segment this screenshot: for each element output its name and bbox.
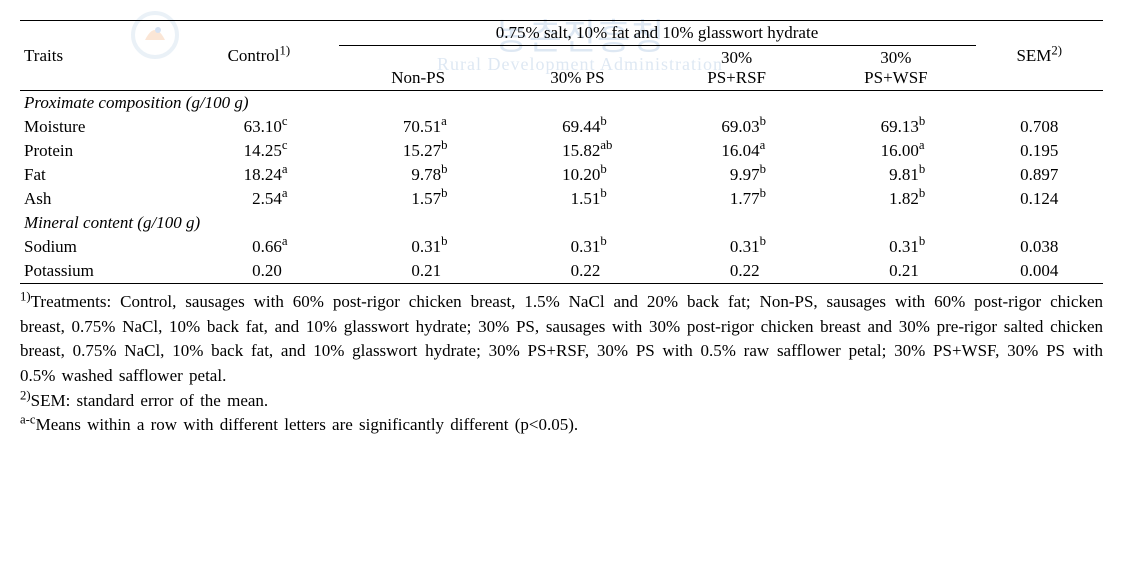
table-cell: 0.21 — [816, 259, 975, 284]
table-cell: 0.22 — [498, 259, 657, 284]
table-cell: 15.27b — [339, 139, 498, 163]
table-cell: 9.97b — [657, 163, 816, 187]
header-control-text: Control — [228, 46, 280, 65]
trait-label: Potassium — [20, 259, 179, 284]
header-col-2: 30%PS+RSF — [657, 46, 816, 91]
sem-cell: 0.897 — [976, 163, 1103, 187]
table-cell: 0.31b — [657, 235, 816, 259]
table-cell: 9.81b — [816, 163, 975, 187]
sem-cell: 0.708 — [976, 115, 1103, 139]
table-cell: 1.82b — [816, 187, 975, 211]
table-cell: 0.31b — [816, 235, 975, 259]
table-cell: 0.20 — [179, 259, 338, 284]
trait-label: Protein — [20, 139, 179, 163]
sem-cell: 0.004 — [976, 259, 1103, 284]
table-cell: 14.25c — [179, 139, 338, 163]
table-cell: 18.24a — [179, 163, 338, 187]
table-cell: 9.78b — [339, 163, 498, 187]
header-col-0: Non-PS — [339, 46, 498, 91]
table-cell: 69.03b — [657, 115, 816, 139]
header-group: 0.75% salt, 10% fat and 10% glasswort hy… — [339, 21, 976, 46]
section-title: Mineral content (g/100 g) — [20, 211, 1103, 235]
table-cell: 16.00a — [816, 139, 975, 163]
table-cell: 1.57b — [339, 187, 498, 211]
table-cell: 1.77b — [657, 187, 816, 211]
data-table: Traits Control1) 0.75% salt, 10% fat and… — [20, 20, 1103, 284]
table-cell: 69.44b — [498, 115, 657, 139]
header-col-3: 30%PS+WSF — [816, 46, 975, 91]
footnotes: 1)Treatments: Control, sausages with 60%… — [20, 290, 1103, 438]
table-cell: 0.31b — [498, 235, 657, 259]
footnote: 1)Treatments: Control, sausages with 60%… — [20, 290, 1103, 389]
header-col-1: 30% PS — [498, 46, 657, 91]
table-cell: 2.54a — [179, 187, 338, 211]
sem-cell: 0.195 — [976, 139, 1103, 163]
table-cell: 63.10c — [179, 115, 338, 139]
header-sem-text: SEM — [1016, 46, 1051, 65]
table-cell: 1.51b — [498, 187, 657, 211]
sem-cell: 0.124 — [976, 187, 1103, 211]
header-control-sup: 1) — [280, 43, 291, 57]
table-cell: 69.13b — [816, 115, 975, 139]
table-cell: 70.51a — [339, 115, 498, 139]
trait-label: Sodium — [20, 235, 179, 259]
table-cell: 10.20b — [498, 163, 657, 187]
trait-label: Moisture — [20, 115, 179, 139]
table-cell: 0.66a — [179, 235, 338, 259]
header-sem-sup: 2) — [1051, 43, 1062, 57]
section-title: Proximate composition (g/100 g) — [20, 91, 1103, 116]
header-traits: Traits — [20, 21, 179, 91]
trait-label: Fat — [20, 163, 179, 187]
table-cell: 15.82ab — [498, 139, 657, 163]
trait-label: Ash — [20, 187, 179, 211]
footnote: a-cMeans within a row with different let… — [20, 413, 1103, 438]
header-sem: SEM2) — [976, 21, 1103, 91]
footnote: 2)SEM: standard error of the mean. — [20, 389, 1103, 414]
sem-cell: 0.038 — [976, 235, 1103, 259]
table-cell: 0.31b — [339, 235, 498, 259]
table-cell: 16.04a — [657, 139, 816, 163]
table-cell: 0.21 — [339, 259, 498, 284]
header-control: Control1) — [179, 21, 338, 91]
table-cell: 0.22 — [657, 259, 816, 284]
